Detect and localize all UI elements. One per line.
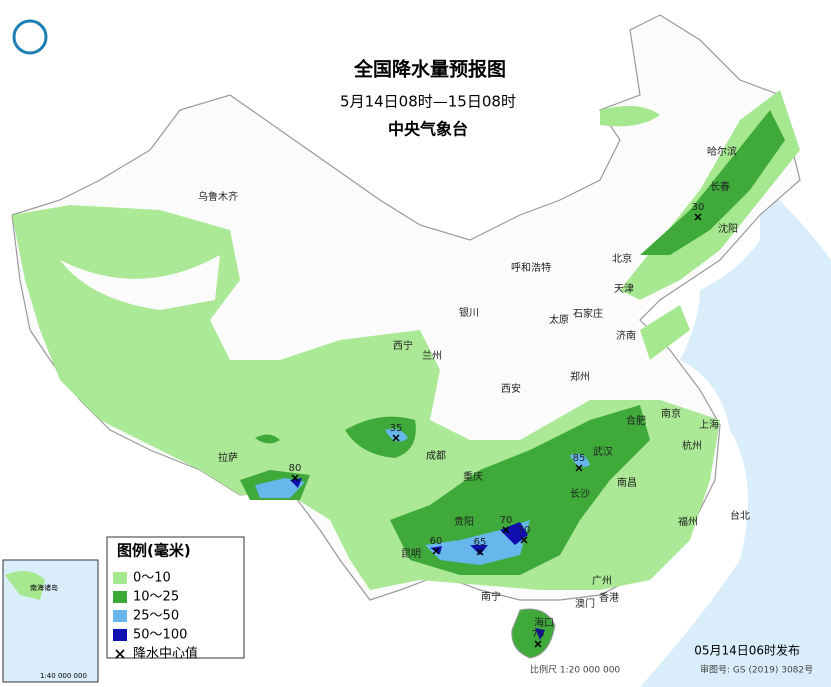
logo (12, 19, 48, 55)
city-label: 南昌 (617, 476, 637, 489)
city-label: 成都 (426, 450, 446, 462)
city-label: 杭州 (682, 439, 702, 452)
city-label: 福州 (678, 515, 698, 528)
city-label: 南宁 (481, 590, 501, 603)
legend-swatch (113, 572, 127, 584)
inset-label: 南海诸岛 (30, 583, 58, 592)
rain-center-value: 35 (390, 423, 403, 434)
city-label: 南京 (661, 407, 681, 420)
legend: 0～10 10～25 25～50 50～100 降水中心值 (113, 571, 198, 662)
rain-center-mark (520, 536, 528, 544)
city-label: 香港 (599, 592, 619, 604)
city-label: 广州 (592, 575, 612, 587)
legend-swatch (113, 591, 127, 603)
legend-swatch (115, 649, 125, 659)
city-label: 贵阳 (454, 515, 474, 528)
period: 5月14日08时—15日08时 (340, 93, 516, 111)
inset-scale: 1:40 000 000 (40, 672, 87, 680)
rain-center-mark (392, 434, 400, 442)
rain-centers: 30 35 80 85 60 65 70 70 70 (289, 202, 705, 648)
legend-title: 图例(毫米) (117, 542, 191, 560)
city-label: 兰州 (422, 349, 442, 362)
rain-center-value: 30 (692, 202, 705, 213)
city-label: 天津 (614, 283, 634, 295)
city-label: 西宁 (393, 339, 413, 352)
legend-box (106, 536, 245, 659)
legend-label: 50～100 (133, 628, 187, 643)
city-label: 乌鲁木齐 (198, 190, 238, 203)
city-label: 长春 (710, 181, 730, 193)
rain-center-value: 60 (430, 536, 443, 547)
city-label: 拉萨 (218, 451, 238, 464)
city-label: 台北 (730, 509, 750, 522)
legend-swatch (113, 629, 127, 641)
city-label: 太原 (549, 313, 569, 326)
issuer: 中央气象台 (388, 120, 468, 139)
legend-label: 25～50 (133, 609, 179, 624)
city-label: 石家庄 (573, 307, 603, 320)
issued: 05月14日06时发布 (694, 643, 800, 658)
city-label: 哈尔滨 (707, 145, 737, 158)
legend-swatch (113, 610, 127, 622)
city-label: 沈阳 (718, 222, 738, 235)
city-label: 上海 (699, 418, 719, 431)
rain-center-mark (476, 548, 484, 556)
city-label: 济南 (616, 329, 636, 342)
sea (640, 180, 831, 687)
city-label: 郑州 (570, 370, 590, 383)
dry-area (60, 255, 220, 310)
city-label: 昆明 (401, 548, 421, 560)
rain-center-mark (291, 474, 299, 482)
rain-10-25 (240, 405, 650, 575)
rain-center-mark (575, 464, 583, 472)
review: 审图号: GS (2019) 3082号 (700, 664, 813, 676)
legend-label: 10～25 (133, 590, 179, 605)
scale: 比例尺 1:20 000 000 (530, 664, 620, 676)
city-label: 长沙 (570, 488, 590, 500)
city-label: 呼和浩特 (511, 262, 551, 274)
rain-center-value: 85 (573, 453, 586, 464)
rain-10-25-ne (640, 110, 785, 255)
rain-center-mark (432, 547, 440, 555)
city-label: 银川 (459, 306, 479, 319)
rain-center-value: 70 (500, 515, 513, 526)
city-label: 合肥 (626, 414, 646, 427)
city-label: 澳门 (575, 597, 595, 610)
rain-center-mark (502, 526, 510, 534)
rain-center-value: 70 (532, 629, 545, 640)
hainan (511, 608, 556, 659)
city-label: 重庆 (463, 470, 483, 483)
city-label: 武汉 (593, 445, 613, 458)
city-label: 海口 (534, 616, 554, 629)
legend-label: 降水中心值 (133, 646, 198, 662)
rain-center-mark (534, 640, 542, 648)
rain-center-value: 70 (518, 525, 531, 536)
city-label: 北京 (612, 252, 632, 265)
inset-land (5, 571, 45, 600)
title: 全国降水量预报图 (353, 58, 506, 81)
city-label: 西安 (501, 382, 521, 395)
rain-center-value: 80 (289, 463, 302, 474)
rain-center-value: 65 (474, 537, 487, 548)
rain-center-mark (694, 213, 702, 221)
legend-label: 0～10 (133, 571, 171, 586)
